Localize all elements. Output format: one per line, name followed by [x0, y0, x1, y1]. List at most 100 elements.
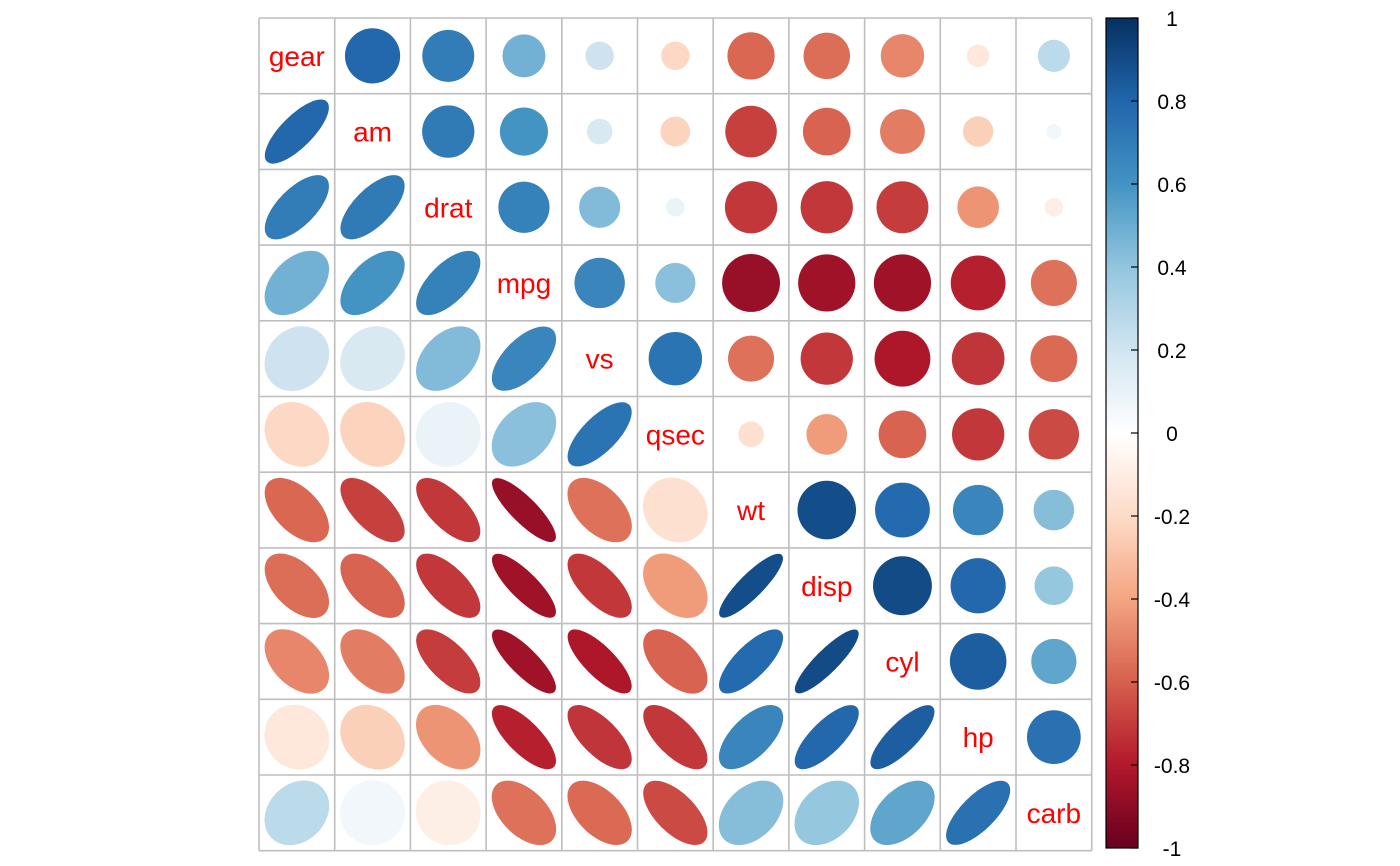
corr-ellipse-carb-vs — [567, 780, 632, 846]
corr-circle-wt-carb — [1033, 489, 1075, 531]
corr-ellipse-hp-disp — [794, 705, 859, 770]
corr-circle-vs-qsec — [648, 331, 703, 386]
corr-ellipse-hp-qsec — [643, 705, 708, 770]
corr-ellipse-wt-gear — [264, 477, 330, 543]
corr-ellipse-qsec-vs — [567, 402, 632, 467]
corr-circle-qsec-carb — [1028, 409, 1080, 460]
corr-ellipse-disp-am — [340, 553, 405, 618]
corr-ellipse-carb-wt — [718, 780, 784, 846]
colorbar-tick-label: 0.4 — [1157, 257, 1187, 280]
corr-circle-drat-hp — [957, 186, 999, 229]
colorbar-tick-label: 0.2 — [1157, 340, 1186, 363]
corr-circle-drat-vs — [579, 186, 621, 228]
corr-ellipse-wt-drat — [416, 477, 481, 543]
corr-circle-drat-disp — [800, 181, 853, 234]
corr-circle-mpg-carb — [1030, 259, 1077, 306]
corr-ellipse-vs-am — [340, 326, 405, 392]
corr-ellipse-qsec-gear — [264, 401, 330, 467]
corr-circle-gear-drat — [422, 29, 475, 82]
corr-ellipse-cyl-wt — [719, 629, 784, 694]
corr-circle-vs-cyl — [874, 330, 931, 387]
corr-circle-vs-wt — [728, 335, 775, 382]
corr-ellipse-hp-gear — [264, 704, 330, 770]
corr-ellipse-wt-mpg — [491, 478, 556, 543]
corr-ellipse-carb-hp — [946, 780, 1011, 845]
corr-circle-disp-hp — [950, 558, 1006, 614]
variable-label-carb: carb — [1027, 798, 1081, 829]
colorbar-tick-label: -0.6 — [1154, 672, 1190, 695]
colorbar-tick-label: -0.4 — [1154, 589, 1191, 612]
corr-circle-drat-qsec — [666, 197, 685, 217]
corr-ellipse-cyl-qsec — [643, 629, 708, 694]
variable-label-cyl: cyl — [885, 646, 919, 677]
corr-circle-gear-qsec — [661, 41, 690, 71]
colorbar-tick-label: -1 — [1163, 838, 1182, 861]
corr-circle-am-cyl — [880, 109, 925, 154]
corr-circle-mpg-vs — [574, 257, 625, 309]
colorbar-tick-label: 0.6 — [1157, 174, 1186, 197]
corr-circle-wt-hp — [952, 484, 1004, 536]
corr-ellipse-hp-drat — [416, 704, 481, 770]
corr-ellipse-wt-vs — [567, 477, 632, 543]
corr-ellipse-wt-qsec — [642, 477, 708, 543]
corr-circle-gear-vs — [585, 41, 614, 71]
corr-ellipse-cyl-disp — [794, 629, 859, 694]
corr-ellipse-hp-mpg — [491, 705, 556, 770]
corr-circle-gear-wt — [727, 32, 775, 80]
matrix-grid — [258, 17, 1093, 852]
corr-circle-disp-cyl — [873, 556, 932, 616]
corr-circle-am-mpg — [499, 107, 548, 156]
colorbar: 1 0.8 0.6 0.4 0.2 0 -0.2 -0.4 -0.6 -0.8 -1 — [1105, 8, 1191, 861]
corr-ellipse-am-gear — [264, 99, 329, 164]
variable-label-am: am — [353, 117, 392, 148]
variable-label-gear: gear — [269, 41, 325, 72]
corr-ellipse-disp-qsec — [643, 553, 708, 619]
corr-circle-am-qsec — [660, 116, 691, 147]
corr-ellipse-cyl-vs — [567, 629, 632, 694]
variable-label-disp: disp — [801, 571, 852, 602]
corr-ellipse-drat-am — [340, 175, 405, 240]
corr-circle-drat-cyl — [876, 181, 929, 234]
corr-circle-mpg-hp — [950, 255, 1006, 311]
corr-circle-drat-carb — [1044, 197, 1064, 217]
corr-ellipse-vs-drat — [415, 326, 481, 391]
corr-circle-gear-hp — [966, 44, 990, 68]
corr-ellipse-disp-drat — [416, 553, 481, 618]
corr-ellipse-disp-mpg — [491, 553, 556, 618]
corr-circle-mpg-disp — [798, 254, 856, 312]
corr-ellipse-hp-cyl — [870, 705, 935, 770]
corr-ellipse-carb-am — [340, 780, 405, 846]
corr-ellipse-disp-wt — [719, 553, 783, 618]
corr-circle-wt-disp — [797, 480, 857, 540]
colorbar-tick-label: 0 — [1166, 423, 1178, 446]
corr-ellipse-carb-disp — [794, 780, 860, 846]
corr-ellipse-disp-gear — [264, 553, 330, 618]
corr-ellipse-hp-vs — [567, 705, 632, 770]
corr-circle-am-hp — [962, 116, 994, 147]
corr-circle-qsec-cyl — [878, 410, 927, 459]
corr-circle-drat-mpg — [498, 181, 550, 233]
corr-ellipse-cyl-am — [340, 629, 405, 694]
corr-ellipse-drat-gear — [264, 175, 329, 240]
corr-ellipse-cyl-mpg — [491, 629, 556, 694]
corr-ellipse-vs-mpg — [491, 326, 557, 391]
corr-ellipse-mpg-drat — [416, 250, 481, 316]
corr-circle-am-vs — [586, 118, 613, 145]
corr-circle-hp-carb — [1026, 710, 1081, 765]
corr-ellipse-mpg-am — [340, 250, 405, 316]
corr-circle-gear-cyl — [880, 34, 925, 78]
variable-label-drat: drat — [424, 192, 472, 223]
corr-circle-disp-carb — [1034, 566, 1074, 606]
corr-ellipse-carb-mpg — [491, 780, 557, 846]
corr-circle-gear-mpg — [502, 34, 546, 78]
corr-circle-am-disp — [802, 107, 851, 156]
corr-circle-vs-disp — [800, 332, 853, 385]
corr-ellipse-carb-cyl — [870, 780, 935, 846]
corr-ellipse-mpg-gear — [264, 250, 330, 316]
corr-ellipse-vs-gear — [264, 326, 330, 392]
corr-ellipse-hp-am — [340, 704, 405, 770]
corr-circle-wt-cyl — [875, 482, 930, 538]
corr-circle-mpg-cyl — [873, 254, 932, 312]
corr-circle-qsec-wt — [738, 421, 764, 448]
